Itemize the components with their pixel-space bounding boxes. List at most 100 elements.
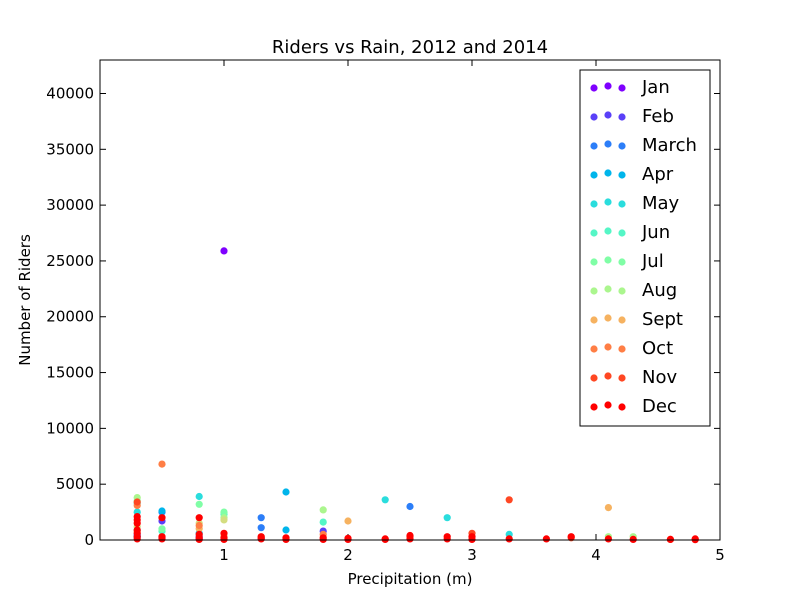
legend-marker xyxy=(618,113,626,121)
data-point-oct xyxy=(604,504,613,512)
legend-marker xyxy=(604,82,612,90)
legend-marker xyxy=(604,343,612,351)
legend-label: Dec xyxy=(642,396,677,417)
data-point-dec xyxy=(319,535,327,544)
legend-marker xyxy=(618,258,626,266)
legend-marker xyxy=(604,401,612,409)
data-point-march xyxy=(257,524,265,532)
legend-marker xyxy=(590,171,598,179)
legend-marker xyxy=(590,113,598,121)
data-point-dec xyxy=(220,535,228,544)
legend-label: May xyxy=(642,193,680,214)
x-tick-label: 1 xyxy=(219,546,229,564)
x-tick-label: 5 xyxy=(715,546,725,564)
legend-marker xyxy=(604,227,612,235)
legend-label: Aug xyxy=(642,280,677,301)
data-point-nov xyxy=(195,521,203,530)
data-point-march xyxy=(257,514,265,522)
data-point-dec xyxy=(629,535,637,544)
data-point-dec xyxy=(443,535,451,543)
legend-marker xyxy=(618,403,626,411)
data-point-apr xyxy=(282,526,290,534)
data-point-dec xyxy=(133,535,141,543)
y-tick-label: 20000 xyxy=(46,308,94,326)
legend-marker xyxy=(618,200,626,208)
legend-label: March xyxy=(642,135,697,156)
legend-marker xyxy=(590,142,598,150)
legend-marker xyxy=(590,403,598,411)
legend-marker xyxy=(604,198,612,206)
legend-marker xyxy=(618,345,626,353)
x-tick-label: 3 xyxy=(467,546,477,564)
legend-box xyxy=(579,69,711,427)
y-tick-label: 40000 xyxy=(46,84,94,102)
data-point-dec xyxy=(604,535,613,543)
data-point-nov xyxy=(158,460,166,468)
x-tick-label: 4 xyxy=(591,546,601,564)
data-point-dec xyxy=(158,535,166,543)
legend-label: Feb xyxy=(642,106,674,127)
legend-marker xyxy=(590,374,598,382)
data-point-dec xyxy=(468,535,476,544)
legend-marker xyxy=(590,316,598,324)
legend-label: Sept xyxy=(642,309,683,330)
legend-marker xyxy=(590,84,598,92)
legend-marker xyxy=(618,142,626,150)
data-point-dec xyxy=(344,535,352,544)
data-point-dec xyxy=(158,514,166,522)
legend-marker xyxy=(604,169,612,177)
legend-marker xyxy=(590,345,598,353)
legend-label: Apr xyxy=(642,164,674,185)
legend-marker xyxy=(604,140,612,148)
legend-marker xyxy=(618,374,626,382)
legend-marker xyxy=(604,314,612,322)
data-point-dec xyxy=(195,514,203,522)
y-tick-label: 10000 xyxy=(46,419,94,437)
data-point-dec xyxy=(542,535,551,543)
y-axis-label: Number of Riders xyxy=(16,234,34,366)
data-point-sept xyxy=(220,516,228,524)
data-point-dec xyxy=(505,535,513,543)
legend: Jan Feb March Apr May Jun Jul Aug Sept Oct Nov Dec xyxy=(579,69,711,427)
data-point-may xyxy=(443,514,451,522)
data-point-oct xyxy=(344,517,352,525)
y-tick-label: 5000 xyxy=(56,475,94,493)
plot-frame xyxy=(99,59,721,541)
legend-label: Jul xyxy=(641,251,664,272)
legend-marker xyxy=(590,258,598,266)
legend-marker xyxy=(604,285,612,293)
legend-label: Oct xyxy=(642,338,673,359)
legend-marker xyxy=(590,200,598,208)
y-tick-label: 15000 xyxy=(46,364,94,382)
y-tick-label: 25000 xyxy=(46,252,94,270)
legend-marker xyxy=(618,229,626,237)
legend-label: Jan xyxy=(641,77,670,98)
x-axis-label: Precipitation (m) xyxy=(348,570,473,588)
data-point-dec xyxy=(133,519,141,527)
data-point-aug xyxy=(319,506,327,514)
legend-marker xyxy=(604,111,612,119)
axis-ticks: 1 2 3 4 5 0 5000 10000 15000 20000 25000 30000 35000… xyxy=(46,60,725,564)
legend-label: Nov xyxy=(642,367,677,388)
y-tick-label: 0 xyxy=(84,531,94,549)
legend-label: Jun xyxy=(641,222,670,243)
data-point-dec xyxy=(133,498,141,506)
y-tick-label: 30000 xyxy=(46,196,94,214)
legend-marker xyxy=(604,372,612,380)
data-point-jul xyxy=(158,525,166,533)
legend-marker xyxy=(618,287,626,295)
x-tick-label: 2 xyxy=(343,546,353,564)
data-point-dec xyxy=(381,535,389,544)
legend-marker xyxy=(590,229,598,237)
data-point-dec xyxy=(406,535,414,543)
legend-marker xyxy=(590,287,598,295)
data-point-dec xyxy=(505,496,513,504)
data-point-may xyxy=(195,492,203,501)
data-point-dec xyxy=(195,535,203,544)
data-point-dec xyxy=(567,533,575,541)
data-point-jul xyxy=(220,508,228,516)
data-point-may xyxy=(381,496,389,504)
data-point-jun xyxy=(319,518,327,526)
